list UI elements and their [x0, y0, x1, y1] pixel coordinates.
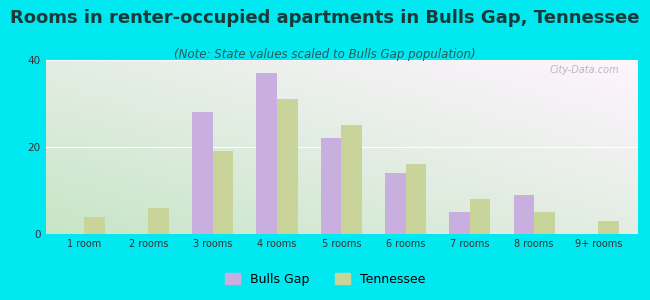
- Text: (Note: State values scaled to Bulls Gap population): (Note: State values scaled to Bulls Gap …: [174, 48, 476, 61]
- Text: City-Data.com: City-Data.com: [550, 65, 619, 75]
- Bar: [449, 212, 470, 234]
- Bar: [213, 152, 233, 234]
- Text: Rooms in renter-occupied apartments in Bulls Gap, Tennessee: Rooms in renter-occupied apartments in B…: [10, 9, 640, 27]
- Bar: [406, 164, 426, 234]
- Bar: [192, 112, 213, 234]
- Legend: Bulls Gap, Tennessee: Bulls Gap, Tennessee: [220, 268, 430, 291]
- Bar: [256, 73, 277, 234]
- Bar: [148, 208, 169, 234]
- Bar: [599, 221, 619, 234]
- Bar: [84, 217, 105, 234]
- Bar: [514, 195, 534, 234]
- Bar: [341, 125, 362, 234]
- Bar: [277, 99, 298, 234]
- Bar: [320, 138, 341, 234]
- Bar: [470, 199, 490, 234]
- Bar: [385, 173, 406, 234]
- Bar: [534, 212, 554, 234]
